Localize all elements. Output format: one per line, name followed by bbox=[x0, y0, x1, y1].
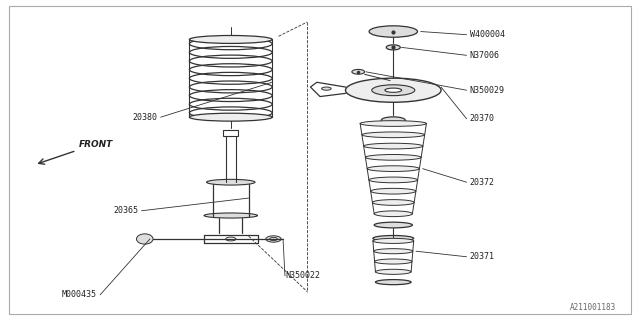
Text: N37006: N37006 bbox=[470, 51, 500, 60]
Text: N350029: N350029 bbox=[470, 86, 505, 95]
Ellipse shape bbox=[372, 200, 414, 205]
Text: 20372: 20372 bbox=[470, 178, 495, 187]
Text: 20370: 20370 bbox=[470, 114, 495, 123]
Ellipse shape bbox=[374, 249, 413, 254]
Ellipse shape bbox=[189, 113, 272, 121]
Ellipse shape bbox=[365, 155, 421, 160]
Ellipse shape bbox=[369, 26, 417, 37]
Text: 20380: 20380 bbox=[132, 113, 157, 122]
Ellipse shape bbox=[362, 132, 425, 138]
Bar bbox=[223, 130, 239, 136]
Ellipse shape bbox=[136, 234, 153, 244]
Ellipse shape bbox=[346, 78, 441, 102]
Text: 20371: 20371 bbox=[470, 252, 495, 261]
Ellipse shape bbox=[373, 236, 413, 241]
Ellipse shape bbox=[381, 117, 405, 124]
Ellipse shape bbox=[376, 280, 411, 285]
Ellipse shape bbox=[374, 222, 412, 228]
Ellipse shape bbox=[352, 69, 365, 74]
Ellipse shape bbox=[266, 236, 281, 242]
Text: W400004: W400004 bbox=[470, 30, 505, 39]
Ellipse shape bbox=[321, 87, 331, 90]
Ellipse shape bbox=[374, 259, 412, 264]
Ellipse shape bbox=[189, 36, 272, 44]
Ellipse shape bbox=[360, 121, 426, 126]
Ellipse shape bbox=[204, 213, 257, 218]
Text: N350022: N350022 bbox=[285, 271, 320, 280]
Ellipse shape bbox=[385, 88, 402, 92]
Ellipse shape bbox=[372, 85, 415, 96]
Text: M000435: M000435 bbox=[62, 290, 97, 299]
Ellipse shape bbox=[373, 238, 413, 244]
Ellipse shape bbox=[371, 188, 416, 194]
Ellipse shape bbox=[387, 45, 400, 50]
Ellipse shape bbox=[207, 179, 255, 185]
Ellipse shape bbox=[376, 269, 411, 274]
Ellipse shape bbox=[369, 177, 418, 183]
Ellipse shape bbox=[367, 166, 419, 172]
Text: 20365: 20365 bbox=[113, 206, 138, 215]
Text: A211001183: A211001183 bbox=[570, 303, 616, 312]
Ellipse shape bbox=[374, 211, 412, 217]
Text: FRONT: FRONT bbox=[79, 140, 113, 149]
Ellipse shape bbox=[364, 143, 423, 149]
